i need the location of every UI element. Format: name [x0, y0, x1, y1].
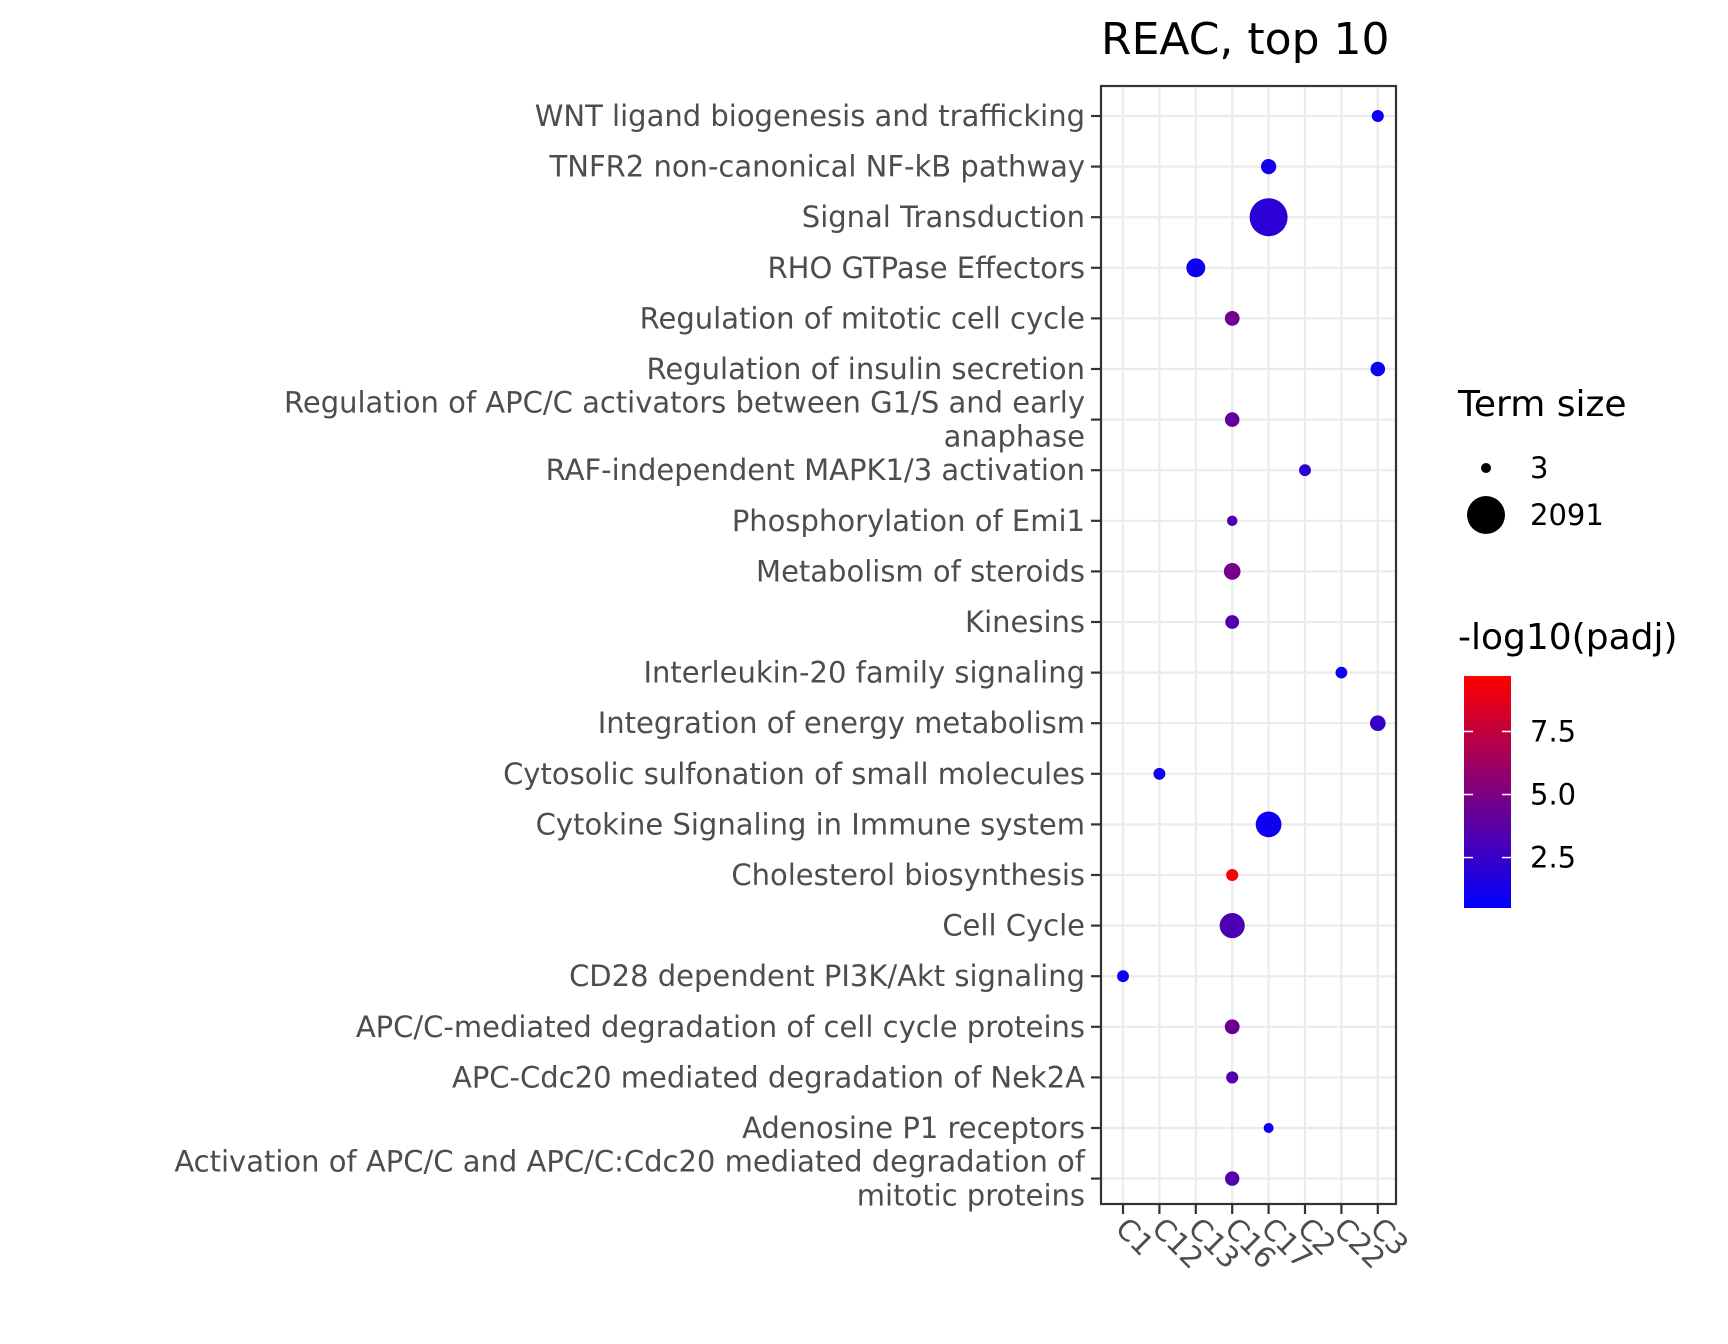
- y-label-activation-of-apc-c-and-apc-c-cdc20-mediated-degradation-of-mitotic-proteins: Activation of APC/C and APC/C:Cdc20 medi…: [174, 1145, 1085, 1213]
- y-label-cytosolic-sulfonation-of-small-molecules: Cytosolic sulfonation of small molecules: [503, 757, 1085, 791]
- size-legend-label-3: 3: [1530, 451, 1548, 485]
- y-label-adenosine-p1-receptors: Adenosine P1 receptors: [742, 1111, 1085, 1145]
- color-legend-label-2-5: 2.5: [1530, 841, 1576, 875]
- color-legend-label-7-5: 7.5: [1530, 714, 1576, 748]
- y-label-cd28-dependent-pi3k-akt-signaling: CD28 dependent PI3K/Akt signaling: [569, 959, 1085, 993]
- y-label-phosphorylation-of-emi1: Phosphorylation of Emi1: [732, 504, 1085, 538]
- point-rho-gtpase-effectors: [1186, 258, 1206, 278]
- size-legend: Term size 3 2091: [1457, 384, 1627, 534]
- point-interleukin-20-family-signaling: [1335, 666, 1348, 679]
- data-points: [1117, 109, 1386, 1186]
- point-activation-of-apc-c-and-apc-c-cdc20-mediated-degradation-of-mitotic-proteins: [1225, 1171, 1240, 1186]
- y-axis: WNT ligand biogenesis and trafficking TNF…: [174, 99, 1101, 1213]
- y-label-interleukin-20-family-signaling: Interleukin-20 family signaling: [643, 656, 1085, 690]
- point-phosphorylation-of-emi1: [1226, 515, 1238, 527]
- y-label-cell-cycle: Cell Cycle: [942, 909, 1085, 943]
- panel-border: [1099, 84, 1398, 1206]
- y-label-wnt-ligand-biogenesis-and-trafficking: WNT ligand biogenesis and trafficking: [535, 99, 1085, 133]
- size-legend-title: Term size: [1457, 384, 1627, 425]
- point-apc-c-mediated-degradation-of-cell-cycle-proteins: [1224, 1019, 1240, 1035]
- point-wnt-ligand-biogenesis-and-trafficking: [1371, 109, 1384, 123]
- size-legend-label-2091: 2091: [1530, 498, 1604, 532]
- y-label-kinesins: Kinesins: [965, 605, 1085, 639]
- point-cell-cycle: [1219, 913, 1245, 939]
- point-metabolism-of-steroids: [1223, 563, 1241, 580]
- y-label-rho-gtpase-effectors: RHO GTPase Effectors: [767, 251, 1085, 285]
- y-label-metabolism-of-steroids: Metabolism of steroids: [756, 554, 1085, 588]
- y-label-integration-of-energy-metabolism: Integration of energy metabolism: [598, 706, 1085, 740]
- point-cytosolic-sulfonation-of-small-molecules: [1153, 767, 1166, 780]
- y-label-raf-independent-mapk1-3-activation: RAF-independent MAPK1/3 activation: [546, 453, 1085, 487]
- y-label-signal-transduction: Signal Transduction: [802, 200, 1085, 234]
- y-label-regulation-of-mitotic-cell-cycle: Regulation of mitotic cell cycle: [640, 301, 1085, 335]
- y-label-cholesterol-biosynthesis: Cholesterol biosynthesis: [731, 858, 1085, 892]
- point-tnfr2-non-canonical-nf-kb-pathway: [1260, 158, 1277, 175]
- point-regulation-of-mitotic-cell-cycle: [1224, 311, 1240, 326]
- point-apc-cdc20-mediated-degradation-of-nek2a: [1226, 1071, 1239, 1084]
- color-legend: -log10(padj) 2.5 5.0 7.5: [1458, 617, 1678, 908]
- y-label-regulation-of-insulin-secretion: Regulation of insulin secretion: [647, 352, 1085, 386]
- size-legend-key-2091: [1467, 496, 1505, 534]
- point-regulation-of-insulin-secretion: [1370, 361, 1386, 377]
- point-cd28-dependent-pi3k-akt-signaling: [1117, 970, 1129, 983]
- y-label-tnfr2-non-canonical-nf-kb-pathway: TNFR2 non-canonical NF-kB pathway: [549, 150, 1085, 184]
- point-adenosine-p1-receptors: [1263, 1123, 1274, 1133]
- y-label-apc-cdc20-mediated-degradation-of-nek2a: APC-Cdc20 mediated degradation of Nek2A: [452, 1060, 1085, 1094]
- point-regulation-of-apc-c-activators-between-g1-s-and-early-anaphase: [1224, 412, 1240, 427]
- color-legend-label-5-0: 5.0: [1530, 778, 1576, 812]
- size-legend-key-3: [1481, 463, 1491, 473]
- point-integration-of-energy-metabolism: [1370, 715, 1386, 731]
- color-legend-bar: [1464, 676, 1511, 908]
- y-label-apc-c-mediated-degradation-of-cell-cycle-proteins: APC/C-mediated degradation of cell cycle…: [356, 1010, 1085, 1044]
- y-label-regulation-of-apc-c-activators-between-g1-s-and-early-anaphase: Regulation of APC/C activators between G…: [284, 386, 1085, 454]
- color-legend-title: -log10(padj): [1458, 617, 1678, 658]
- point-kinesins: [1225, 615, 1240, 629]
- point-raf-independent-mapk1-3-activation: [1299, 464, 1311, 477]
- y-label-cytokine-signaling-in-immune-system: Cytokine Signaling in Immune system: [536, 807, 1085, 841]
- point-cytokine-signaling-in-immune-system: [1255, 811, 1282, 838]
- point-cholesterol-biosynthesis: [1226, 868, 1239, 882]
- point-signal-transduction: [1249, 198, 1288, 237]
- chart-title: REAC, top 10: [1101, 14, 1389, 65]
